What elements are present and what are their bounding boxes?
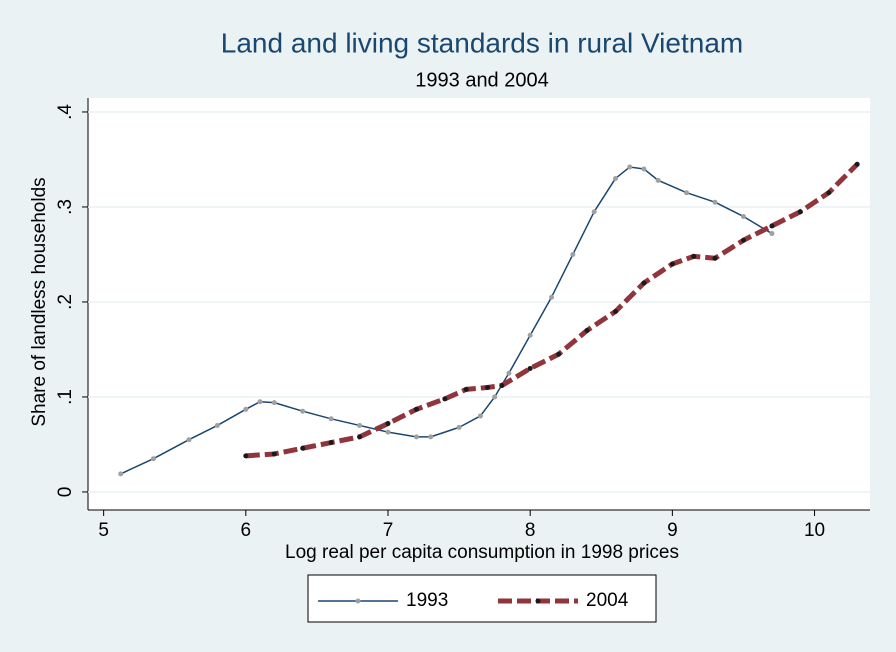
series-marker <box>271 400 277 406</box>
y-tick-label: 0 <box>55 487 76 498</box>
series-marker <box>549 294 555 300</box>
series-marker <box>385 421 391 427</box>
series-marker <box>499 383 505 389</box>
y-tick-label: .3 <box>55 199 76 215</box>
series-marker <box>854 161 860 167</box>
series-marker <box>691 253 697 259</box>
series-marker <box>584 327 590 333</box>
series-marker <box>826 190 832 196</box>
series-marker <box>357 434 363 440</box>
y-tick-label: .4 <box>55 104 76 120</box>
series-marker <box>527 332 533 338</box>
series-marker <box>456 424 462 430</box>
series-marker <box>328 440 334 446</box>
series-marker <box>214 422 220 428</box>
series-marker <box>570 251 576 257</box>
series-marker <box>740 237 746 243</box>
series-marker <box>413 406 419 412</box>
series-marker <box>506 370 512 376</box>
series-marker <box>118 471 124 477</box>
series-marker <box>243 406 249 412</box>
series-marker <box>769 223 775 229</box>
x-axis-label: Log real per capita consumption in 1998 … <box>285 542 679 563</box>
plot-area <box>88 98 870 510</box>
series-marker <box>357 422 363 428</box>
series-marker <box>485 384 491 390</box>
series-marker <box>712 255 718 261</box>
y-tick-label: .1 <box>55 389 76 405</box>
y-axis-label: Share of landless households <box>29 177 50 426</box>
series-marker <box>243 453 249 459</box>
series-marker <box>712 199 718 205</box>
series-marker <box>627 164 633 170</box>
series-marker <box>612 308 618 314</box>
series-marker <box>641 280 647 286</box>
series-marker <box>150 456 156 462</box>
legend-marker <box>355 598 361 604</box>
legend-label: 2004 <box>586 590 629 611</box>
x-tick-label: 10 <box>804 520 825 541</box>
series-marker <box>684 190 690 196</box>
series-marker <box>428 434 434 440</box>
chart-title: Land and living standards in rural Vietn… <box>221 27 743 58</box>
series-marker <box>527 365 533 371</box>
legend-label: 1993 <box>406 590 448 611</box>
series-marker <box>612 175 618 181</box>
x-tick-label: 5 <box>98 520 109 541</box>
series-marker <box>413 434 419 440</box>
series-marker <box>591 209 597 215</box>
series-marker <box>300 445 306 451</box>
series-marker <box>669 261 675 267</box>
chart-subtitle: 1993 and 2004 <box>415 69 548 91</box>
series-marker <box>797 209 803 215</box>
series-marker <box>186 437 192 443</box>
series-marker <box>477 413 483 419</box>
series-marker <box>655 177 661 183</box>
x-tick-label: 8 <box>525 520 536 541</box>
series-marker <box>257 399 263 405</box>
series-line <box>245 162 859 459</box>
x-tick-label: 9 <box>667 520 678 541</box>
series-marker <box>769 231 775 237</box>
series-marker <box>556 351 562 357</box>
series-marker <box>492 394 498 400</box>
series-marker <box>271 451 277 457</box>
series-marker <box>442 396 448 402</box>
legend-marker <box>535 598 541 604</box>
series-marker <box>463 386 469 392</box>
series-marker <box>641 166 647 172</box>
x-tick-label: 7 <box>383 520 394 541</box>
x-tick-label: 6 <box>241 520 252 541</box>
series-marker <box>300 408 306 414</box>
y-tick-label: .2 <box>55 294 76 310</box>
series-marker <box>385 429 391 435</box>
series-marker <box>740 213 746 219</box>
legend <box>307 574 657 623</box>
series-marker <box>328 416 334 422</box>
